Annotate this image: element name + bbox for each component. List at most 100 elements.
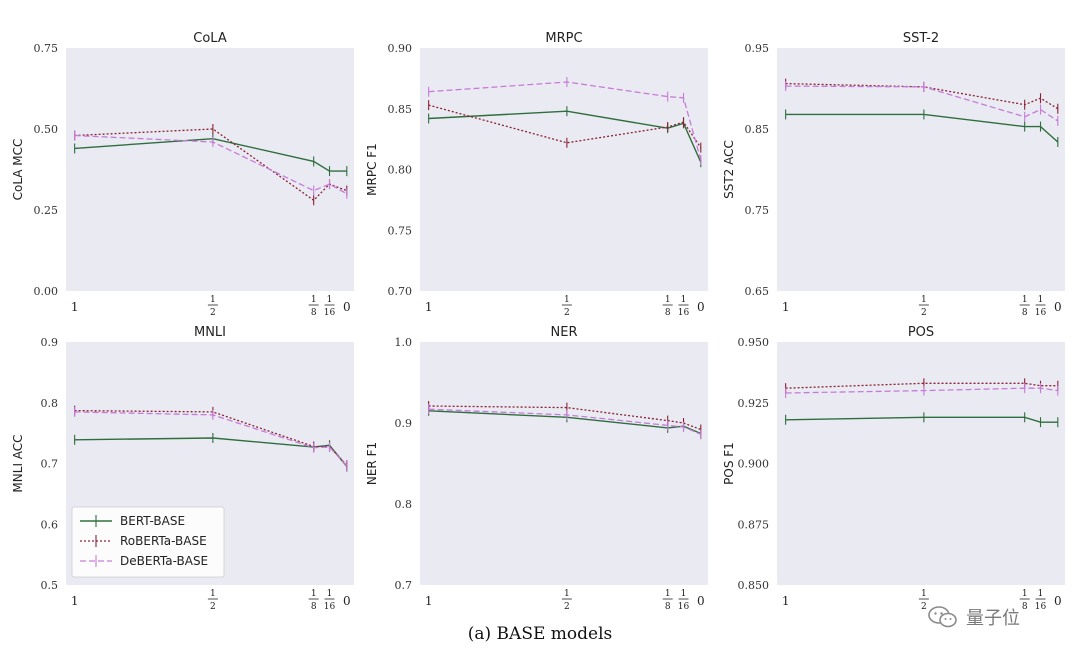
- panel-title-ner: NER: [551, 325, 578, 340]
- y-tick-label-pos-1: 0.875: [738, 518, 770, 531]
- legend-entry-0: BERT-BASE: [120, 514, 185, 528]
- y-tick-label-mrpc-2: 0.80: [388, 164, 413, 177]
- x-tick-label-ner-2-den: 8: [665, 602, 671, 612]
- panel-title-mnli: MNLI: [194, 325, 226, 340]
- x-tick-label-pos-0: 1: [782, 594, 790, 608]
- y-tick-label-pos-0: 0.850: [738, 579, 770, 592]
- x-tick-label-mnli-3-den: 16: [324, 602, 336, 612]
- x-tick-label-ner-0: 1: [425, 594, 433, 608]
- x-tick-label-pos-2-num: 1: [1022, 589, 1028, 599]
- x-tick-label-ner-3-num: 1: [681, 589, 687, 599]
- x-tick-label-mnli-1-num: 1: [210, 589, 216, 599]
- panel-background-ner: [420, 342, 708, 585]
- x-tick-label-mnli-0: 1: [71, 594, 79, 608]
- y-tick-label-mnli-2: 0.7: [41, 458, 59, 471]
- y-tick-label-ner-2: 0.9: [395, 417, 413, 430]
- x-tick-label-cola-1-den: 2: [210, 308, 216, 318]
- y-tick-label-ner-0: 0.7: [395, 579, 413, 592]
- panel-title-sst-2: SST-2: [903, 31, 939, 46]
- x-tick-label-sst-2-4: 0: [1054, 300, 1062, 314]
- panel-background-cola: [66, 48, 354, 291]
- y-axis-label-ner: NER F1: [365, 442, 379, 485]
- x-tick-label-sst-2-1-num: 1: [921, 295, 927, 305]
- x-tick-label-cola-0: 1: [71, 300, 79, 314]
- x-tick-label-mrpc-3-num: 1: [681, 295, 687, 305]
- legend: BERT-BASE RoBERTa-BASE DeBERTa-BASE: [71, 506, 225, 578]
- watermark: 量子位: [928, 600, 1068, 634]
- x-tick-label-mnli-3-num: 1: [327, 589, 333, 599]
- x-tick-label-sst-2-2-num: 1: [1022, 295, 1028, 305]
- y-tick-label-sst-2-2: 0.85: [745, 123, 770, 136]
- x-tick-label-mrpc-4: 0: [697, 300, 705, 314]
- wechat-icon: [928, 606, 957, 628]
- x-tick-label-cola-1-num: 1: [210, 295, 216, 305]
- panel-title-mrpc: MRPC: [545, 31, 582, 46]
- y-axis-label-cola: CoLA MCC: [11, 139, 25, 201]
- watermark-text: 量子位: [966, 608, 1020, 629]
- y-tick-label-mrpc-0: 0.70: [388, 285, 413, 298]
- y-axis-label-sst-2: SST2 ACC: [722, 140, 736, 199]
- x-tick-label-mrpc-2-den: 8: [665, 308, 671, 318]
- y-tick-label-mnli-3: 0.8: [41, 397, 59, 410]
- y-tick-label-sst-2-0: 0.65: [745, 285, 770, 298]
- legend-entry-1: RoBERTa-BASE: [120, 534, 207, 548]
- x-tick-label-ner-2-num: 1: [665, 589, 671, 599]
- x-tick-label-pos-1-num: 1: [921, 589, 927, 599]
- y-tick-label-pos-4: 0.950: [738, 336, 770, 349]
- panel-background-sst-2: [777, 48, 1065, 291]
- x-tick-label-mnli-1-den: 2: [210, 602, 216, 612]
- x-tick-label-ner-1-num: 1: [564, 589, 570, 599]
- x-tick-label-sst-2-0: 1: [782, 300, 790, 314]
- x-tick-label-sst-2-3-den: 16: [1035, 308, 1047, 318]
- y-tick-label-cola-1: 0.25: [34, 204, 59, 217]
- y-tick-label-mnli-4: 0.9: [41, 336, 59, 349]
- x-tick-label-mrpc-0: 1: [425, 300, 433, 314]
- x-tick-label-cola-4: 0: [343, 300, 351, 314]
- x-tick-label-pos-4: 0: [1054, 594, 1062, 608]
- x-tick-label-sst-2-3-num: 1: [1038, 295, 1044, 305]
- x-tick-label-mrpc-3-den: 16: [678, 308, 690, 318]
- x-tick-label-pos-3-num: 1: [1038, 589, 1044, 599]
- y-tick-label-mrpc-1: 0.75: [388, 224, 413, 237]
- y-tick-label-ner-1: 0.8: [395, 498, 413, 511]
- x-tick-label-mrpc-1-den: 2: [564, 308, 570, 318]
- x-tick-label-ner-1-den: 2: [564, 602, 570, 612]
- series-line-pos-roberta-base: [785, 382, 1058, 389]
- y-tick-label-cola-2: 0.50: [34, 123, 59, 136]
- x-tick-label-mnli-2-num: 1: [311, 589, 317, 599]
- panel-background-mrpc: [420, 48, 708, 291]
- x-tick-label-mnli-4: 0: [343, 594, 351, 608]
- y-tick-label-mnli-0: 0.5: [41, 579, 59, 592]
- y-tick-label-mrpc-3: 0.85: [388, 103, 413, 116]
- y-tick-label-cola-3: 0.75: [34, 42, 59, 55]
- figure-caption: (a) BASE models: [467, 624, 613, 644]
- legend-box: [71, 506, 225, 578]
- y-tick-label-pos-2: 0.900: [738, 458, 770, 471]
- y-tick-label-cola-0: 0.00: [34, 285, 59, 298]
- x-tick-label-cola-2-den: 8: [311, 308, 317, 318]
- x-tick-label-cola-3-num: 1: [327, 295, 333, 305]
- y-tick-label-pos-3: 0.925: [738, 397, 770, 410]
- y-axis-label-mrpc: MRPC F1: [365, 143, 379, 196]
- x-tick-label-sst-2-2-den: 8: [1022, 308, 1028, 318]
- y-tick-label-mnli-1: 0.6: [41, 518, 59, 531]
- x-tick-label-cola-2-num: 1: [311, 295, 317, 305]
- x-tick-label-ner-3-den: 16: [678, 602, 690, 612]
- y-tick-label-mrpc-4: 0.90: [388, 42, 413, 55]
- series-line-ner-roberta-base: [428, 405, 702, 431]
- panel-title-cola: CoLA: [193, 31, 227, 46]
- y-tick-label-ner-3: 1.0: [395, 336, 413, 349]
- x-tick-label-pos-1-den: 2: [921, 602, 927, 612]
- x-tick-label-sst-2-1-den: 2: [921, 308, 927, 318]
- y-tick-label-sst-2-1: 0.75: [745, 204, 770, 217]
- x-tick-label-pos-2-den: 8: [1022, 602, 1028, 612]
- y-axis-label-pos: POS F1: [722, 442, 736, 485]
- panel-background-pos: [777, 342, 1065, 585]
